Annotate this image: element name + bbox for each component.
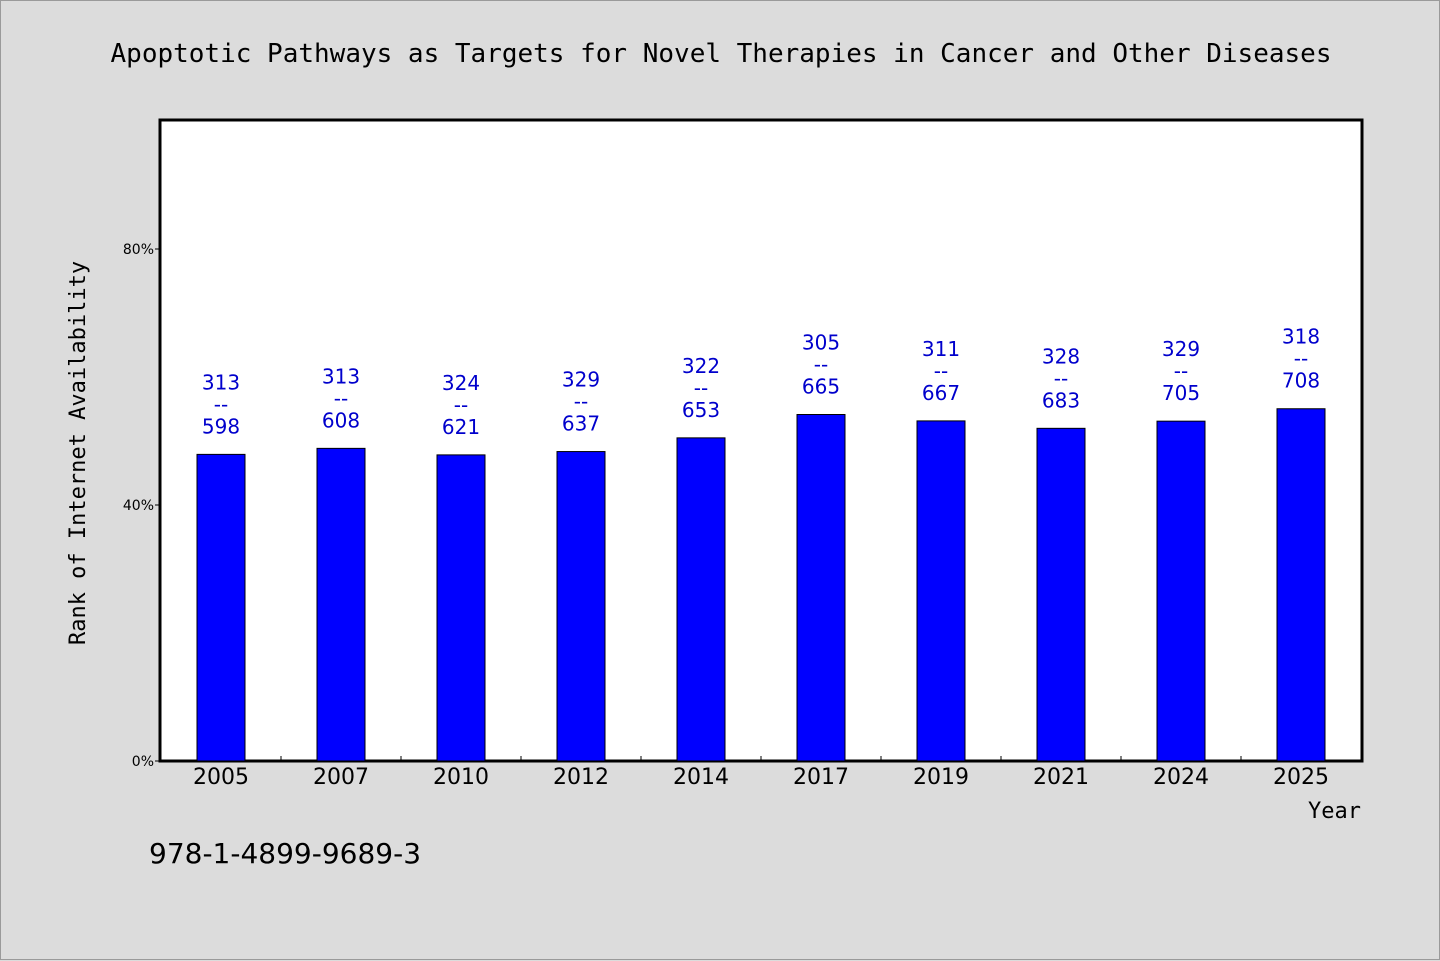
x-tick-label-2012: 2012 bbox=[553, 765, 609, 790]
data-label-2012: -- bbox=[574, 390, 588, 414]
bar-2021 bbox=[1036, 427, 1086, 762]
data-label-2010: 324 bbox=[442, 371, 480, 395]
bar-2012 bbox=[556, 451, 606, 762]
data-label-2010: -- bbox=[454, 393, 468, 417]
x-tick-label-2025: 2025 bbox=[1273, 765, 1329, 790]
data-label-2025: -- bbox=[1294, 347, 1308, 371]
data-labels-group: 313--598313--608324--621329--637322--653… bbox=[202, 325, 1320, 439]
bar-2019 bbox=[916, 420, 966, 762]
bars-group bbox=[196, 408, 1326, 762]
y-tick-label: 80% bbox=[123, 242, 154, 258]
data-label-2019: 311 bbox=[922, 337, 960, 361]
data-label-2025: 708 bbox=[1282, 369, 1320, 393]
data-label-2019: -- bbox=[934, 359, 948, 383]
data-label-2024: 329 bbox=[1162, 337, 1200, 361]
data-label-2021: -- bbox=[1054, 366, 1068, 390]
data-label-2014: 322 bbox=[682, 354, 720, 378]
data-label-2024: -- bbox=[1174, 359, 1188, 383]
data-label-2017: -- bbox=[814, 353, 828, 377]
data-label-2007: 608 bbox=[322, 408, 360, 432]
x-tick-label-2017: 2017 bbox=[793, 765, 849, 790]
chart-title: Apoptotic Pathways as Targets for Novel … bbox=[111, 39, 1332, 69]
data-label-2005: 598 bbox=[202, 414, 240, 438]
x-tick-label-2024: 2024 bbox=[1153, 765, 1209, 790]
bar-2005 bbox=[196, 453, 246, 762]
x-tick-label-2014: 2014 bbox=[673, 765, 729, 790]
data-label-2025: 318 bbox=[1282, 325, 1320, 349]
data-label-2014: 653 bbox=[682, 398, 720, 422]
x-axis-ticks: 2005 2007 2010 2012 2014 2017 2019 2021 2024 2025 bbox=[193, 756, 1329, 790]
isbn-label: 978-1-4899-9689-3 bbox=[149, 837, 421, 870]
data-label-2010: 621 bbox=[442, 415, 480, 439]
data-label-2021: 683 bbox=[1042, 388, 1080, 412]
data-label-2017: 305 bbox=[802, 331, 840, 355]
y-tick-label: 40% bbox=[123, 498, 154, 514]
bar-2024 bbox=[1156, 420, 1206, 762]
x-tick-label-2005: 2005 bbox=[193, 765, 249, 790]
data-label-2021: 328 bbox=[1042, 344, 1080, 368]
data-label-2017: 665 bbox=[802, 375, 840, 399]
data-label-2005: -- bbox=[214, 392, 228, 416]
x-tick-label-2010: 2010 bbox=[433, 765, 489, 790]
x-tick-label-2019: 2019 bbox=[913, 765, 969, 790]
data-label-2024: 705 bbox=[1162, 381, 1200, 405]
y-tick-label: 0% bbox=[132, 754, 154, 770]
data-label-2007: 313 bbox=[322, 364, 360, 388]
y-axis-label: Rank of Internet Availability bbox=[66, 261, 91, 645]
data-label-2014: -- bbox=[694, 376, 708, 400]
x-axis-label: Year bbox=[1308, 799, 1361, 824]
data-label-2012: 637 bbox=[562, 412, 600, 436]
data-label-2012: 329 bbox=[562, 368, 600, 392]
bar-2017 bbox=[796, 414, 846, 762]
data-label-2005: 313 bbox=[202, 370, 240, 394]
data-label-2007: -- bbox=[334, 386, 348, 410]
x-tick-label-2021: 2021 bbox=[1033, 765, 1089, 790]
y-axis-ticks: 0% 40% 80% bbox=[123, 242, 161, 770]
x-tick-label-2007: 2007 bbox=[313, 765, 369, 790]
bar-2007 bbox=[316, 447, 366, 762]
bar-2014 bbox=[676, 437, 726, 762]
bar-2025 bbox=[1276, 408, 1326, 762]
bar-2010 bbox=[436, 454, 486, 762]
data-label-2019: 667 bbox=[922, 381, 960, 405]
